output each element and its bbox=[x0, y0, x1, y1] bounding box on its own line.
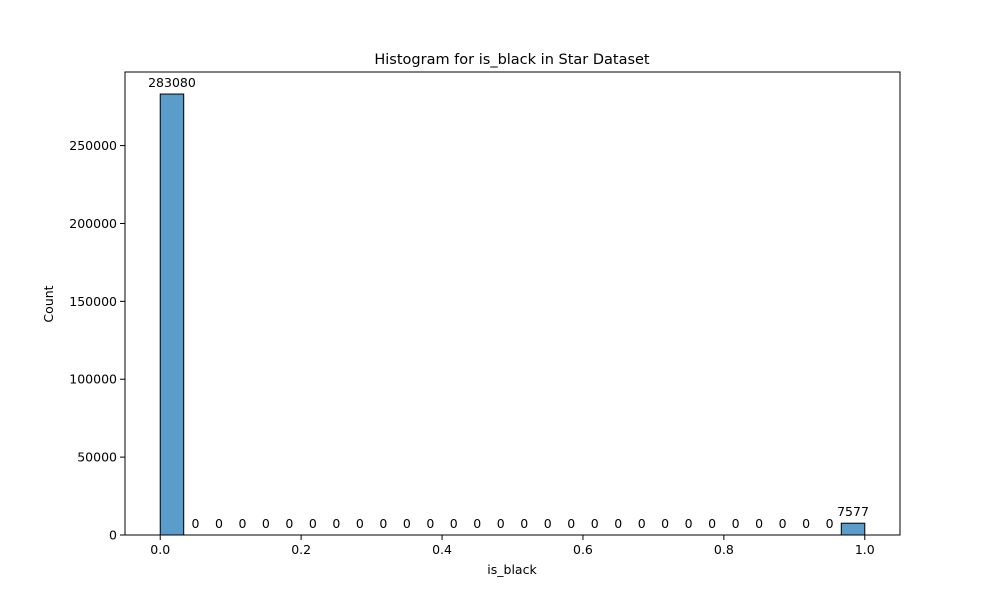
chart-title: Histogram for is_black in Star Dataset bbox=[374, 52, 650, 68]
bar-count-label: 0 bbox=[638, 516, 646, 531]
bar-count-label: 0 bbox=[614, 516, 622, 531]
bar-count-label: 0 bbox=[826, 516, 834, 531]
bar-count-label: 0 bbox=[732, 516, 740, 531]
bar-count-label: 0 bbox=[191, 516, 199, 531]
bar-count-label: 0 bbox=[779, 516, 787, 531]
bar-count-label: 0 bbox=[238, 516, 246, 531]
plot-frame bbox=[124, 71, 901, 536]
histogram-bar bbox=[840, 522, 866, 536]
x-tick-label: 0.6 bbox=[573, 542, 593, 557]
bar-count-label: 0 bbox=[473, 516, 481, 531]
bar-count-label: 0 bbox=[285, 516, 293, 531]
y-tick-label: 50000 bbox=[77, 450, 117, 465]
bar-count-label: 0 bbox=[685, 516, 693, 531]
bar-count-label: 0 bbox=[520, 516, 528, 531]
bars-layer bbox=[159, 93, 866, 536]
bar-count-label: 0 bbox=[497, 516, 505, 531]
x-tick-label: 0.2 bbox=[291, 542, 311, 557]
x-axis-label: is_black bbox=[487, 562, 537, 577]
bar-count-label: 0 bbox=[544, 516, 552, 531]
y-tick-label: 250000 bbox=[69, 138, 117, 153]
y-axis-label: Count bbox=[41, 285, 56, 322]
x-tick-label: 0.4 bbox=[432, 542, 452, 557]
bar-count-label: 0 bbox=[262, 516, 270, 531]
bar-count-label: 0 bbox=[309, 516, 317, 531]
histogram-bar bbox=[159, 93, 185, 536]
bar-count-label: 0 bbox=[708, 516, 716, 531]
bar-count-label: 0 bbox=[567, 516, 575, 531]
y-tick-label: 150000 bbox=[69, 294, 117, 309]
bar-count-label: 0 bbox=[802, 516, 810, 531]
y-axis: 0 50000 100000 150000 200000 250000 bbox=[69, 138, 125, 543]
bar-count-label: 283080 bbox=[148, 75, 196, 90]
y-tick-label: 200000 bbox=[69, 216, 117, 231]
bar-count-label: 0 bbox=[403, 516, 411, 531]
bar-count-label: 0 bbox=[450, 516, 458, 531]
bar-count-label: 0 bbox=[591, 516, 599, 531]
bar-count-label: 0 bbox=[215, 516, 223, 531]
y-tick-label: 100000 bbox=[69, 372, 117, 387]
x-tick-label: 1.0 bbox=[855, 542, 875, 557]
bar-count-label: 0 bbox=[426, 516, 434, 531]
bar-count-label: 0 bbox=[356, 516, 364, 531]
bar-count-label: 0 bbox=[332, 516, 340, 531]
bar-count-label: 0 bbox=[379, 516, 387, 531]
x-axis: 0.0 0.2 0.4 0.6 0.8 1.0 bbox=[150, 535, 875, 557]
y-tick-label: 0 bbox=[109, 528, 117, 543]
x-tick-label: 0.0 bbox=[150, 542, 170, 557]
x-tick-label: 0.8 bbox=[714, 542, 734, 557]
bar-count-label: 0 bbox=[755, 516, 763, 531]
bar-count-label: 7577 bbox=[837, 504, 869, 519]
bar-count-label: 0 bbox=[661, 516, 669, 531]
